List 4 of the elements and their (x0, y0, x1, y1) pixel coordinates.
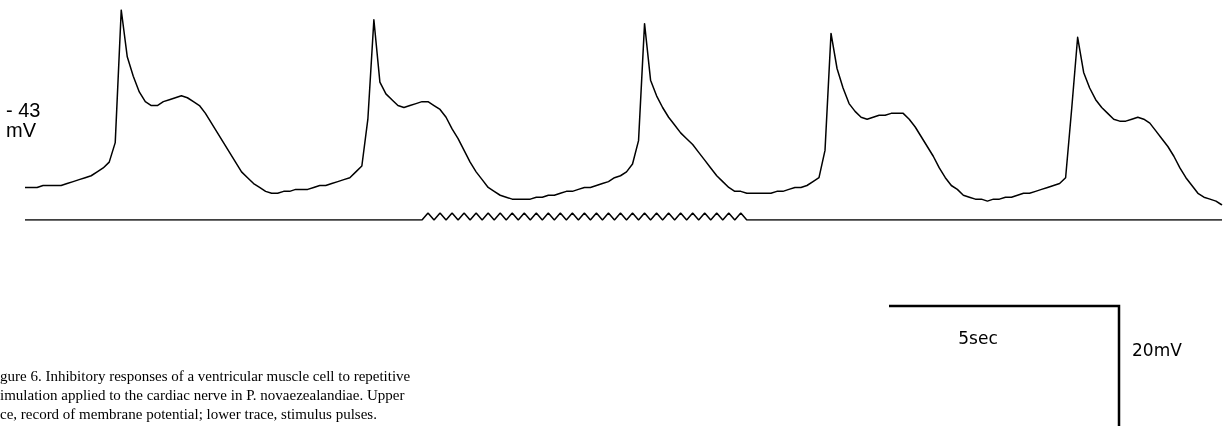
text: gure 6. Inhibitory responses of a ventricular muscle cell to repetitive imulation applied to the cardiac nerve in P. novaezealandiae. Upper ce, record of membrane potential; lower trace, stimulus pulses. (0, 367, 411, 422)
text: 5sec (958, 328, 998, 348)
annotation: - 43 mV (6, 99, 41, 141)
text: 20mV (1132, 340, 1183, 360)
